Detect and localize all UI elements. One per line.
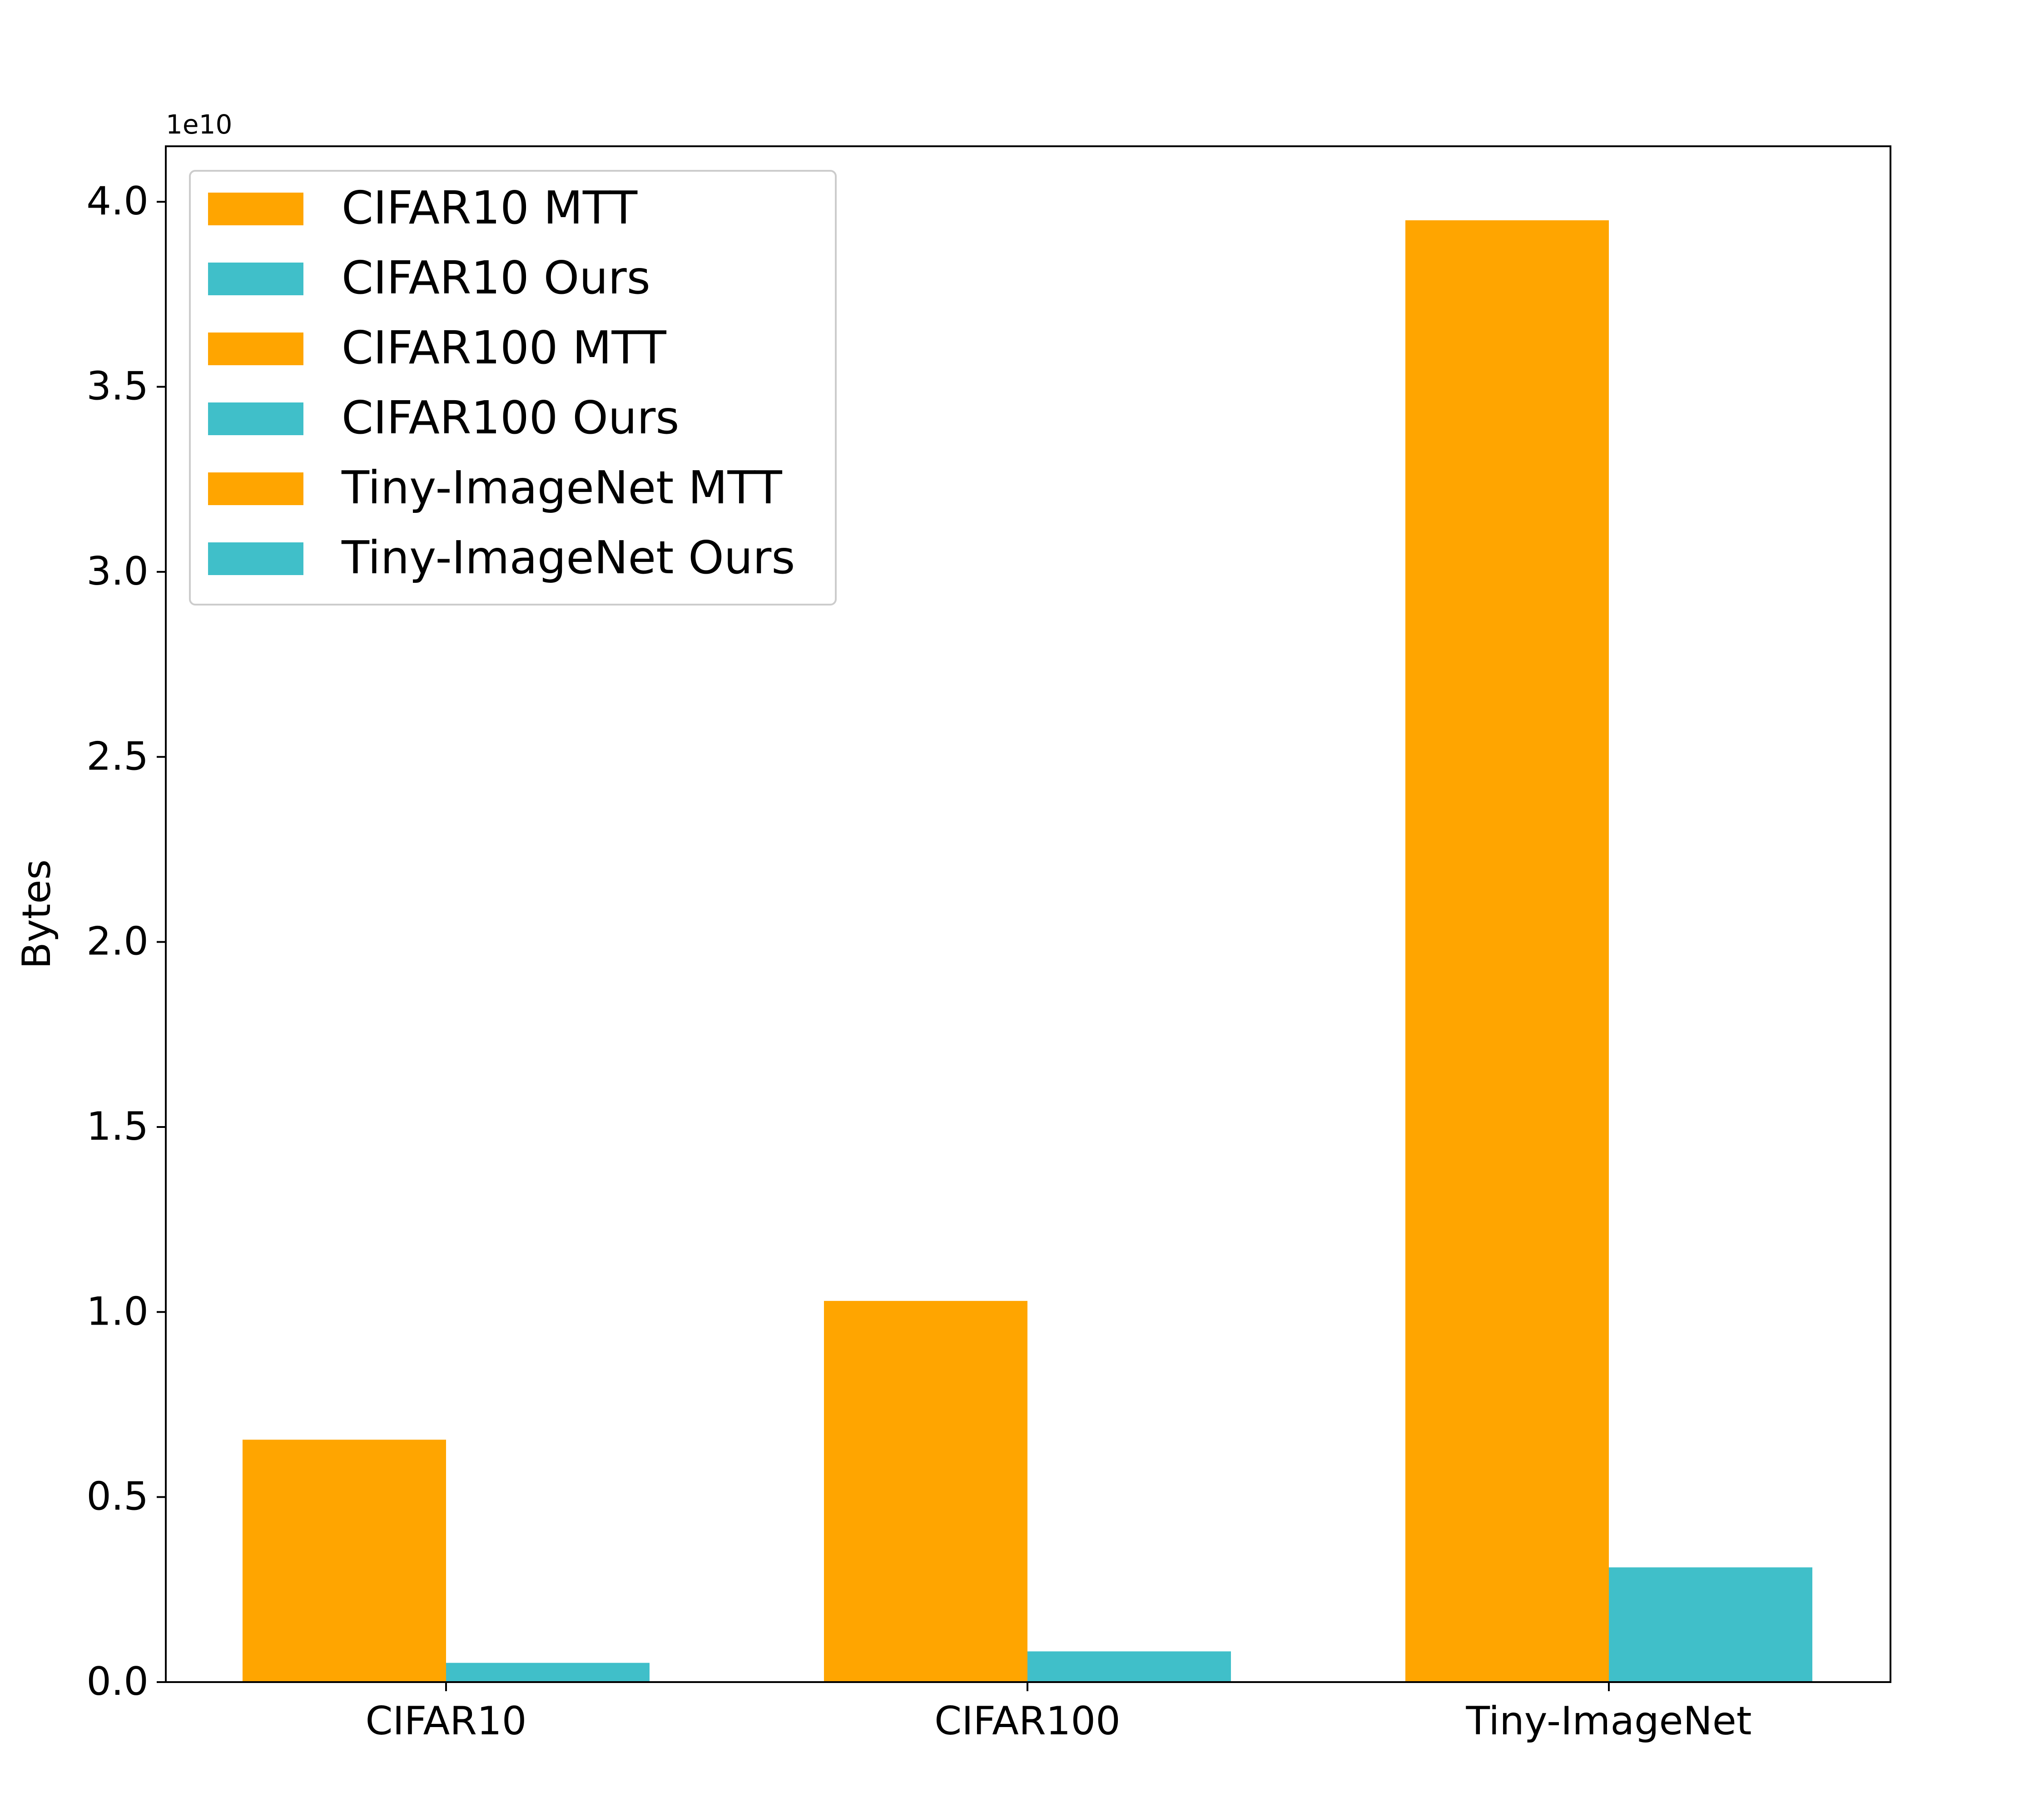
y-tick-label: 3.0 <box>86 549 149 594</box>
bar-cifar10-ours <box>446 1663 650 1682</box>
legend-swatch <box>208 472 303 505</box>
y-axis-label: Bytes <box>14 859 60 969</box>
y-tick-label: 4.0 <box>86 179 149 224</box>
y-tick-label: 2.0 <box>86 919 149 964</box>
bar-cifar100-ours <box>1027 1651 1231 1682</box>
y-tick-label: 0.0 <box>86 1659 149 1704</box>
legend-swatch <box>208 193 303 225</box>
y-axis-offset-label: 1e10 <box>166 109 232 140</box>
legend-label: Tiny-ImageNet Ours <box>341 531 795 584</box>
y-tick-label: 1.0 <box>86 1289 149 1334</box>
bar-cifar100-mtt <box>824 1301 1027 1682</box>
legend: CIFAR10 MTT CIFAR10 Ours CIFAR100 MTT CIFAR… <box>189 170 837 606</box>
x-tick-label: Tiny-ImageNet <box>1465 1698 1751 1744</box>
x-tick-label: CIFAR100 <box>934 1698 1121 1744</box>
y-tick-label: 3.5 <box>86 364 149 409</box>
x-tick-label: CIFAR10 <box>365 1698 526 1744</box>
legend-label: Tiny-ImageNet MTT <box>341 461 783 514</box>
bars-group <box>243 220 1812 1683</box>
legend-swatch <box>208 402 303 435</box>
legend-label: CIFAR10 Ours <box>342 251 650 304</box>
y-tick-label: 0.5 <box>86 1474 149 1519</box>
bar-tiny-imagenet-mtt <box>1405 220 1609 1683</box>
bar-tiny-imagenet-ours <box>1609 1567 1812 1682</box>
legend-label: CIFAR10 MTT <box>342 181 638 234</box>
y-axis: 0.0 0.5 1.0 1.5 2.0 2.5 3.0 3.5 4.0 <box>86 179 166 1704</box>
legend-label: CIFAR100 MTT <box>342 321 667 374</box>
legend-label: CIFAR100 Ours <box>342 391 680 444</box>
y-tick-label: 2.5 <box>86 734 149 779</box>
legend-swatch <box>208 263 303 295</box>
x-axis: CIFAR10 CIFAR100 Tiny-ImageNet <box>365 1682 1752 1744</box>
legend-box <box>189 170 837 606</box>
y-tick-label: 1.5 <box>86 1104 149 1149</box>
bar-cifar10-mtt <box>243 1440 446 1682</box>
legend-swatch <box>208 542 303 575</box>
legend-swatch <box>208 333 303 365</box>
